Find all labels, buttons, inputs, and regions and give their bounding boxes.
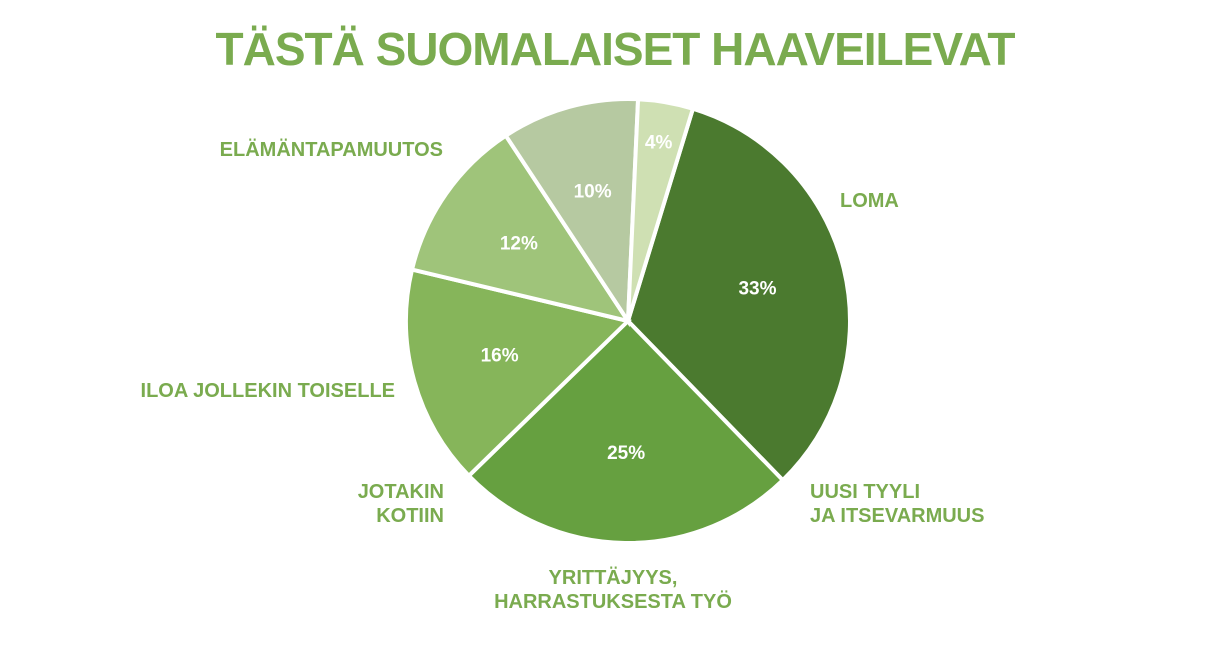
pie-slice [409,132,633,325]
pie-slice [503,97,641,328]
category-label: ILOA JOLLEKIN TOISELLE [140,380,395,402]
pie-slice [404,267,633,479]
category-label: LOMA [840,190,899,212]
value-label: 12% [500,234,538,255]
chart-title: TÄSTÄ SUOMALAISET HAAVEILEVAT [215,23,1016,75]
pie-slice [625,106,852,483]
value-label: 25% [607,443,645,464]
value-label: 10% [574,182,612,203]
category-label: ELÄMÄNTAPAMUUTOS [219,139,443,161]
category-label: JOTAKIN KOTIIN [357,481,444,527]
pie-slice [626,97,696,322]
pie-slice [466,318,786,545]
category-label: YRITTÄJYYS, HARRASTUKSESTA TYÖ [494,567,732,613]
value-label: 4% [645,133,673,154]
category-label: UUSI TYYLI JA ITSEVARMUUS [810,481,985,527]
value-label: 33% [738,279,776,300]
value-label: 16% [481,345,519,366]
